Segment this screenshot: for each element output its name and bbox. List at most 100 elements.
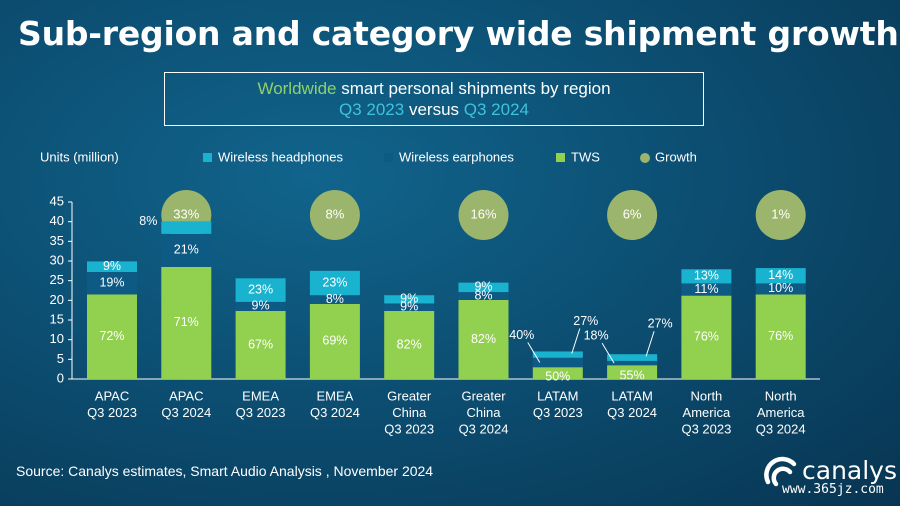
bar-segment-tws: [384, 310, 435, 379]
legend-label-headphones: Wireless headphones: [218, 149, 344, 164]
segment-data-label: 27%: [648, 317, 673, 331]
x-category-label: America: [683, 405, 731, 420]
growth-label: 1%: [771, 206, 790, 221]
chart-title-box: Worldwide smart personal shipments by re…: [164, 72, 704, 126]
bar-segment-headphones: [755, 268, 806, 284]
x-category-label: Q3 2024: [310, 405, 360, 420]
segment-data-label: 13%: [694, 269, 719, 283]
growth-label: 8%: [326, 206, 345, 221]
y-tick-label: 40: [50, 213, 64, 228]
segment-data-label: 9%: [252, 299, 270, 313]
bar-segment-headphones: [532, 351, 583, 358]
growth-label: 33%: [173, 206, 199, 221]
chart-title-highlight: Worldwide: [257, 79, 337, 98]
bar-segment-earphones: [161, 233, 212, 267]
legend-label-tws: TWS: [571, 149, 600, 164]
bar-segment-tws: [235, 310, 286, 379]
segment-data-label: 23%: [322, 275, 347, 289]
x-category-label: LATAM: [611, 388, 652, 403]
legend-swatch-headphones: [203, 153, 212, 162]
x-category-label: Q3 2023: [533, 405, 583, 420]
bar-segment-headphones: [458, 282, 509, 293]
bar-segment-headphones: [681, 269, 732, 284]
segment-data-label: 67%: [248, 337, 273, 351]
watermark: www.365jz.com: [782, 482, 884, 497]
segment-data-label: 69%: [322, 334, 347, 348]
bar-segment-earphones: [458, 292, 509, 300]
period-connector: versus: [404, 100, 464, 119]
period-b: Q3 2024: [463, 100, 529, 119]
x-category-label: China: [467, 405, 502, 420]
leader-line: [601, 342, 615, 364]
x-category-label: LATAM: [537, 388, 578, 403]
x-category-label: Greater: [461, 388, 506, 403]
x-category-label: America: [757, 405, 805, 420]
y-tick-label: 20: [50, 292, 64, 307]
bar-segment-headphones: [161, 221, 212, 234]
bar-segment-earphones: [309, 295, 360, 304]
bar-segment-earphones: [755, 283, 806, 295]
y-tick-label: 25: [50, 272, 64, 287]
canalys-logo: canalys www.365jz.com: [762, 452, 897, 498]
growth-bubble: [607, 190, 658, 240]
leader-line: [527, 342, 541, 363]
x-category-label: Q3 2023: [87, 405, 137, 420]
bar-segment-headphones: [235, 278, 286, 302]
source-note: Source: Canalys estimates, Smart Audio A…: [16, 463, 434, 479]
bar-segment-headphones: [87, 261, 137, 273]
segment-data-label: 10%: [768, 281, 793, 295]
segment-data-label: 72%: [99, 329, 124, 343]
segment-data-label: 19%: [99, 276, 124, 290]
page-title: Sub-region and category wide shipment gr…: [18, 14, 899, 53]
segment-data-label: 27%: [573, 314, 598, 328]
segment-data-label: 8%: [139, 214, 157, 228]
segment-data-label: 8%: [326, 292, 344, 306]
segment-data-label: 23%: [248, 282, 273, 296]
bar-segment-tws: [161, 266, 212, 379]
segment-data-label: 8%: [474, 288, 492, 302]
period-a: Q3 2023: [339, 100, 405, 119]
bar-segment-tws: [458, 299, 509, 379]
x-category-label: Q3 2024: [161, 405, 211, 420]
x-category-label: EMEA: [316, 388, 353, 403]
bar-segment-headphones: [384, 295, 435, 304]
x-category-label: Q3 2024: [756, 421, 806, 436]
growth-label: 6%: [623, 206, 642, 221]
x-category-label: China: [392, 405, 427, 420]
y-tick-label: 30: [50, 252, 64, 267]
segment-data-label: 11%: [694, 282, 718, 296]
chart-title-rest: smart personal shipments by region: [336, 79, 611, 98]
x-category-label: APAC: [169, 388, 203, 403]
x-category-label: APAC: [95, 388, 129, 403]
segment-data-label: 55%: [620, 368, 645, 382]
bar-segment-earphones: [384, 303, 435, 311]
legend-swatch-tws: [556, 153, 565, 162]
legend-swatch-earphones: [384, 153, 393, 162]
bar-segment-tws: [532, 367, 583, 379]
leader-line: [571, 328, 581, 354]
x-category-label: Q3 2023: [681, 421, 731, 436]
segment-data-label: 82%: [397, 337, 422, 351]
bar-segment-earphones: [532, 357, 583, 368]
growth-bubble: [309, 190, 360, 240]
bar-segment-headphones: [607, 354, 658, 361]
growth-bubble: [755, 190, 806, 240]
x-category-label: North: [691, 388, 723, 403]
growth-bubble: [458, 190, 509, 240]
bar-segment-earphones: [235, 301, 286, 311]
bar-segment-tws: [755, 294, 806, 379]
segment-data-label: 76%: [694, 330, 719, 344]
segment-data-label: 18%: [584, 328, 609, 342]
segment-data-label: 21%: [174, 243, 199, 257]
chart-title-line1: Worldwide smart personal shipments by re…: [165, 78, 703, 99]
x-category-label: North: [765, 388, 797, 403]
segment-data-label: 82%: [471, 332, 496, 346]
chart-title-line2: Q3 2023 versus Q3 2024: [165, 99, 703, 120]
segment-data-label: 40%: [509, 328, 534, 342]
x-category-label: EMEA: [242, 388, 279, 403]
x-category-label: Q3 2023: [236, 405, 286, 420]
y-axis-label: Units (million): [40, 149, 119, 164]
bar-segment-tws: [607, 365, 658, 379]
y-tick-label: 10: [50, 331, 64, 346]
